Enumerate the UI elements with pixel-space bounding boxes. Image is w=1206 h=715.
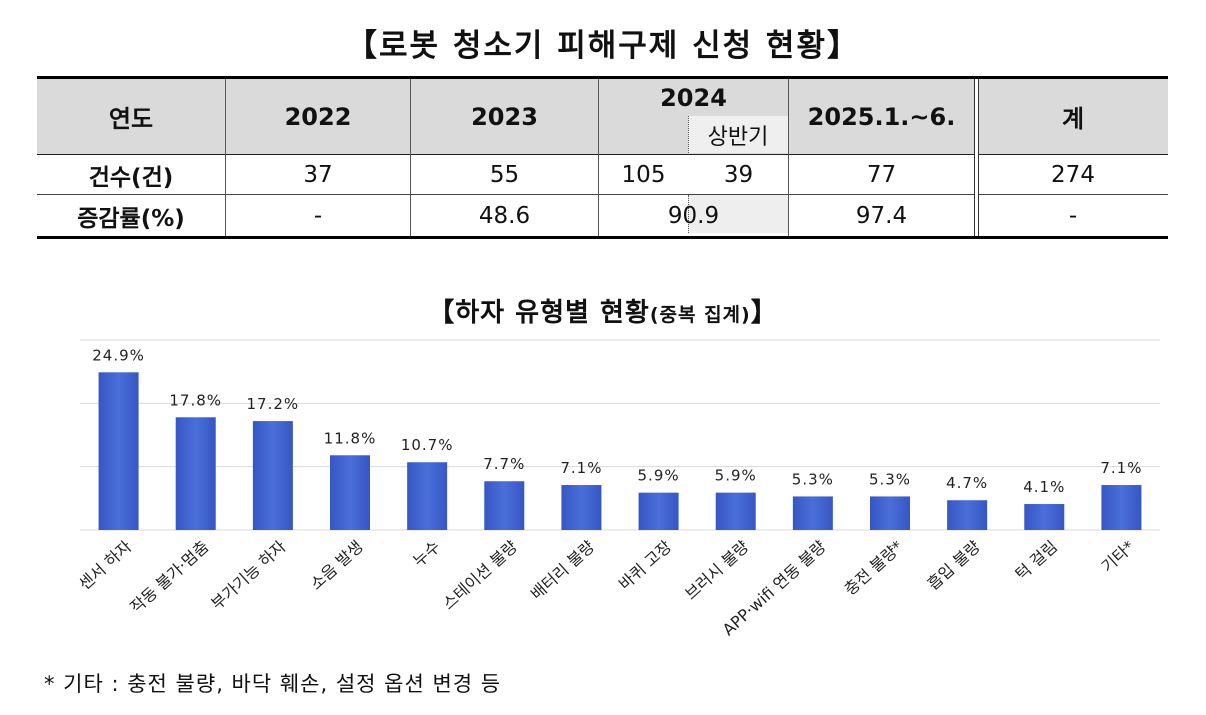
count-2023: 55 xyxy=(489,161,520,188)
category-label: 흡입 불량 xyxy=(924,537,984,594)
bar xyxy=(870,496,910,530)
category-label: 누수 xyxy=(409,537,444,571)
row-count-label: 건수(건) xyxy=(88,164,174,191)
bar xyxy=(98,372,139,530)
bar-value-label: 17.2% xyxy=(247,395,300,413)
bar xyxy=(792,496,833,530)
category-label: 기타* xyxy=(1098,537,1139,576)
half-year-cell-background xyxy=(688,195,788,233)
header-divider xyxy=(37,154,1168,155)
chart-title: 【하자 유형별 현황(중복 집계)】 xyxy=(428,298,778,328)
header-total: 계 xyxy=(1061,105,1085,133)
bar xyxy=(175,417,216,530)
rate-2023: 48.6 xyxy=(478,202,531,229)
table-bottom-rule xyxy=(37,236,1168,239)
bar-value-label: 17.8% xyxy=(169,391,222,409)
category-label: 부가기능 하자 xyxy=(207,537,289,614)
complaint-table: 연도 2022 2023 2024 상반기 2025.1.~6. 계 건수(건)… xyxy=(37,76,1168,239)
rate-total: - xyxy=(1068,202,1078,229)
table-top-rule xyxy=(37,76,1168,79)
category-label: 작동 불가·멈춤 xyxy=(126,537,212,617)
bar xyxy=(561,485,602,530)
count-total: 274 xyxy=(1051,161,1095,188)
bar xyxy=(484,481,525,530)
category-label: 턱 걸림 xyxy=(1012,537,1061,584)
bar-value-label: 4.7% xyxy=(946,474,988,492)
footnote: * 기타 : 충전 불량, 바닥 훼손, 설정 옵션 변경 등 xyxy=(44,672,502,696)
rate-2025: 97.4 xyxy=(855,202,908,229)
bar-value-label: 5.9% xyxy=(638,467,680,485)
category-label: 바퀴 고장 xyxy=(615,537,675,594)
header-year-label: 연도 xyxy=(108,105,154,133)
count-2024-half-year: 39 xyxy=(723,161,754,188)
row-rate-label: 증감률(%) xyxy=(77,205,185,232)
table-title: 【로봇 청소기 피해구제 신청 현황】 xyxy=(346,28,860,64)
bar-value-label: 5.3% xyxy=(792,470,834,488)
bar-value-label: 5.3% xyxy=(869,470,911,488)
bar-value-label: 11.8% xyxy=(324,429,377,447)
bar-value-label: 5.9% xyxy=(715,467,757,485)
category-label: 소음 발생 xyxy=(306,537,366,594)
bar-value-label: 7.1% xyxy=(560,459,602,477)
column-divider xyxy=(598,79,599,236)
bar-value-label: 4.1% xyxy=(1023,478,1065,496)
column-divider xyxy=(225,79,226,236)
header-2024-half-year: 상반기 xyxy=(707,124,769,150)
bar-value-label: 24.9% xyxy=(92,346,145,364)
count-2024: 105 xyxy=(621,161,666,188)
rate-2024: 90.9 xyxy=(667,202,720,229)
category-label: 충전 불량* xyxy=(840,537,906,599)
bar xyxy=(252,421,293,530)
bar-value-label: 7.7% xyxy=(483,455,525,473)
bar xyxy=(330,455,370,530)
bar xyxy=(947,500,988,530)
column-divider xyxy=(410,79,411,236)
count-2022: 37 xyxy=(303,161,333,188)
column-double-divider xyxy=(974,79,979,236)
rate-2022: - xyxy=(313,202,323,229)
header-2022: 2022 xyxy=(284,102,352,131)
bar xyxy=(638,492,679,530)
header-2023: 2023 xyxy=(471,102,538,131)
half-year-divider xyxy=(688,195,689,233)
category-label: 배터리 불량 xyxy=(527,537,598,604)
chart-title-note: (중복 집계) xyxy=(649,304,751,326)
count-2025: 77 xyxy=(866,161,897,188)
row-divider xyxy=(37,194,1168,195)
bar xyxy=(1101,485,1142,530)
bar xyxy=(1024,504,1065,530)
column-divider xyxy=(788,79,789,236)
bar xyxy=(407,462,448,530)
half-year-header-box xyxy=(688,116,789,153)
category-label: 센서 하자 xyxy=(75,537,135,594)
bar xyxy=(715,492,756,530)
category-label: 브러시 불량 xyxy=(681,537,752,604)
category-label: 스테이션 불량 xyxy=(439,537,521,614)
bar-value-label: 7.1% xyxy=(1100,459,1142,477)
bar-value-label: 10.7% xyxy=(401,436,454,454)
header-2024: 2024 xyxy=(660,84,727,112)
header-2025: 2025.1.~6. xyxy=(807,102,956,131)
